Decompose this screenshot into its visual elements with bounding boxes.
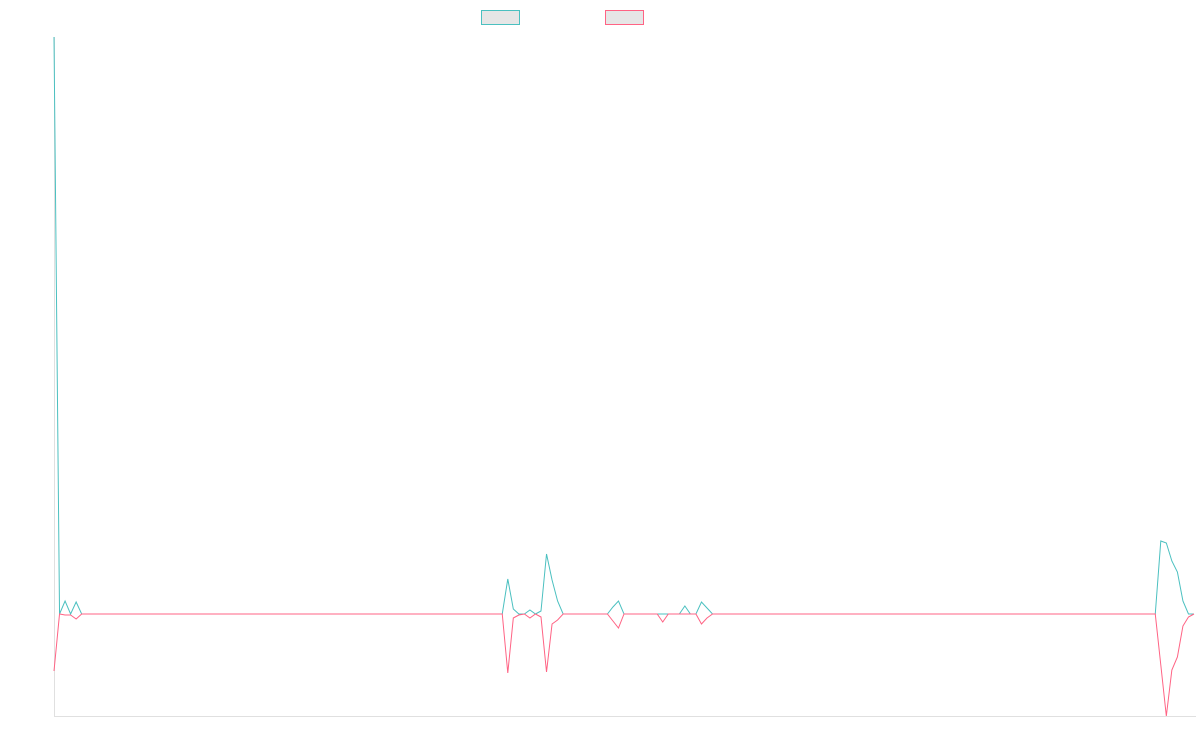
legend-swatch-series-1	[481, 10, 520, 25]
legend-swatch-series-2	[605, 10, 644, 25]
series-layer	[53, 36, 1195, 717]
series-2-line	[53, 613, 1195, 717]
legend-item-series-1[interactable]	[481, 10, 520, 25]
legend-item-series-2[interactable]	[605, 10, 644, 25]
chart-legend	[0, 10, 1200, 26]
series-1-line	[53, 36, 1194, 616]
